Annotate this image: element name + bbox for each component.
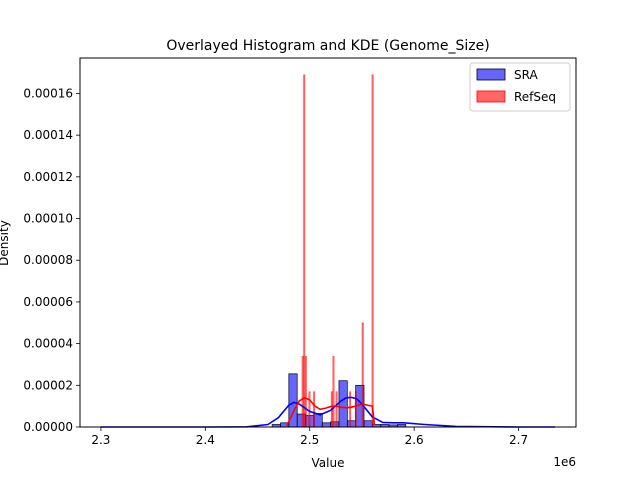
y-axis: 0.00000 0.00002 0.00004 0.00006 0.00008 0.000… [23,86,80,434]
legend-swatch-refseq [476,90,506,103]
y-tick-label-6: 0.00012 [23,170,73,184]
legend-label-sra: SRA [514,68,538,82]
bar-sra-6 [321,422,331,428]
x-axis: 2.3 2.4 2.5 2.6 2.7 [91,427,528,447]
bar-sra-5 [313,413,323,428]
chart-title: Overlayed Histogram and KDE (Genome_Size… [166,38,489,54]
bar-refseq-10 [361,322,364,428]
y-tick-label-5: 0.00010 [23,212,73,226]
bar-sra-11 [363,420,373,428]
x-tick-label-1: 2.4 [196,433,215,447]
kde-line-sra [100,396,556,428]
bar-sra-8 [338,380,348,428]
bar-refseq-7 [335,391,338,428]
x-axis-offset-label: 1e6 [553,455,576,469]
y-tick-label-7: 0.00014 [23,128,73,142]
bar-refseq-11 [371,74,374,428]
legend-label-refseq: RefSeq [514,90,556,104]
bar-refseq-0 [301,355,304,428]
x-tick-label-2: 2.5 [300,433,319,447]
legend-swatch-sra [476,68,506,81]
y-axis-label: Density [0,220,11,266]
plot-frame [79,57,577,428]
bar-sra-9 [346,420,357,428]
y-tick-label-3: 0.00006 [23,295,73,309]
y-tick-label-2: 0.00004 [23,337,73,351]
x-tick-label-0: 2.3 [91,433,110,447]
bar-refseq-4 [313,391,316,428]
kde-line-refseq [286,396,376,427]
bar-refseq-2 [304,355,307,428]
y-tick-label-8: 0.00016 [23,86,73,100]
legend: SRA RefSeq [469,62,571,112]
y-tick-label-1: 0.00002 [23,378,73,392]
x-tick-label-3: 2.6 [405,433,424,447]
x-tick-label-4: 2.7 [509,433,528,447]
bar-refseq-1 [303,74,306,428]
y-tick-label-4: 0.00008 [23,253,73,267]
bar-refseq-9 [354,391,357,428]
bar-refseq-6 [332,355,335,428]
x-axis-label: Value [312,456,345,470]
y-tick-label-0: 0.00000 [23,420,73,434]
kde-curves [100,396,556,428]
bar-refseq-3 [308,391,311,428]
